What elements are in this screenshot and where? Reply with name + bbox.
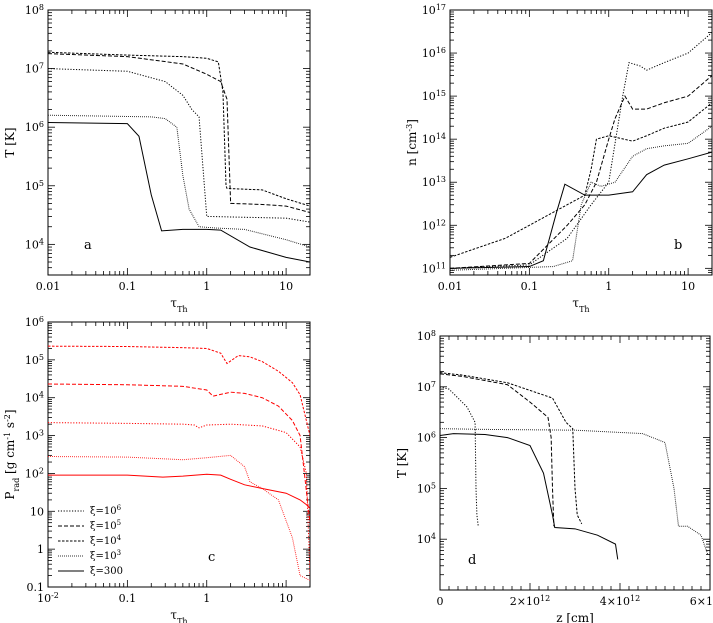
series-line-dotted-fine (440, 428, 709, 555)
y-axis-label: Prad [g cm-1 s-2] (3, 409, 21, 499)
y-tick-label: 106 (25, 315, 44, 330)
x-tick-label: 2×1012 (510, 594, 550, 609)
axes-frame (449, 9, 713, 276)
series-group (450, 32, 712, 271)
legend-entry: ξ=105 (90, 519, 121, 532)
series-line-dotted-fine (48, 454, 310, 581)
y-tick-label: 0.1 (27, 581, 45, 594)
series-line-dashed (48, 383, 310, 523)
y-tick-label: 1015 (422, 89, 446, 104)
y-tick-label: 103 (25, 428, 44, 443)
series-line-solid (48, 473, 310, 509)
series-line-dotted (48, 422, 310, 576)
ticks (439, 335, 711, 591)
legend-entry: ξ=104 (90, 534, 122, 547)
panel-letter: b (674, 238, 682, 253)
x-tick-label: 0.01 (438, 280, 463, 293)
y-tick-label: 1012 (422, 218, 446, 233)
y-tick-label: 102 (25, 466, 44, 481)
y-tick-label: 104 (25, 237, 44, 252)
y-tick-label: 104 (417, 532, 436, 547)
x-tick-label: 1 (203, 280, 210, 293)
x-axis-label: z [cm] (556, 611, 594, 623)
ticks (47, 9, 311, 276)
axes-frame (47, 321, 311, 588)
series-line-dotted-long (440, 372, 583, 525)
y-tick-label: 10 (30, 505, 44, 518)
ticks (47, 321, 311, 588)
series-line-dotted (440, 386, 479, 527)
x-tick-label: 4×1012 (600, 594, 640, 609)
panel-b: 0.01 0.1 1 10 1011 1012 1013 1014 1015 1016 1017 τT… (405, 3, 713, 314)
y-tick-label: 106 (25, 120, 44, 135)
y-tick-label: 108 (417, 329, 436, 344)
panel-a: 0.01 0.1 1 10 104 105 106 107 108 τTh T [K] a (3, 3, 311, 314)
series-line-dashed (48, 53, 310, 217)
x-tick-label: 10-2 (37, 591, 59, 606)
series-line-solid (440, 433, 619, 560)
series-line-dotted-fine (450, 125, 712, 271)
axes-frame (439, 335, 711, 591)
y-axis-label: T [K] (3, 127, 17, 157)
series-line-dashed (450, 75, 712, 269)
series-line-dotted-fine (48, 114, 310, 251)
x-tick-label: 0 (437, 595, 444, 608)
panel-d: 0 2×1012 4×1012 6×1012 104 105 106 107 108 z [cm]… (395, 329, 713, 623)
series-group (48, 51, 310, 264)
x-tick-label: 10 (279, 280, 293, 293)
y-tick-label: 105 (25, 352, 44, 367)
y-tick-label: 106 (417, 430, 436, 445)
legend: ξ=106 ξ=105 ξ=104 ξ=103 ξ=300 (58, 504, 123, 577)
y-tick-label: 108 (25, 3, 44, 18)
y-tick-label: 1011 (422, 261, 446, 276)
series-line-dotted (48, 68, 310, 226)
series-line-dotted-long (48, 345, 310, 436)
y-tick-label: 1013 (422, 175, 446, 190)
y-axis-label: T [K] (395, 448, 409, 478)
series-line-dashed (440, 373, 555, 527)
x-tick-label: 10 (279, 592, 293, 605)
y-tick-label: 1016 (422, 46, 446, 61)
legend-entry: ξ=300 (90, 566, 123, 577)
y-tick-label: 1 (37, 543, 44, 556)
series-line-dotted-long (450, 102, 712, 258)
y-tick-label: 1014 (422, 132, 446, 147)
series-group (440, 372, 709, 560)
series-group (48, 345, 310, 581)
y-tick-label: 105 (417, 481, 436, 496)
axes-frame (47, 9, 311, 276)
x-tick-label: 0.1 (119, 280, 137, 293)
ticks (449, 9, 713, 276)
x-axis-label: τTh (170, 296, 187, 314)
panel-letter: a (84, 238, 92, 253)
x-tick-label: 0.1 (119, 592, 137, 605)
y-tick-label: 104 (25, 390, 44, 405)
series-line-dotted-long (48, 51, 310, 210)
x-axis-label: τTh (170, 608, 187, 623)
y-axis-label: n [cm-3] (405, 119, 420, 166)
y-tick-label: 1017 (422, 3, 446, 18)
x-tick-label: 10 (681, 280, 695, 293)
panel-letter: c (208, 550, 215, 565)
y-tick-label: 107 (25, 61, 44, 76)
series-line-solid (48, 122, 310, 264)
series-line-solid (450, 151, 712, 269)
y-tick-label: 105 (25, 178, 44, 193)
legend-entry: ξ=103 (90, 549, 121, 562)
x-tick-label: 1 (605, 280, 612, 293)
x-tick-label: 0.1 (521, 280, 539, 293)
x-tick-label: 1 (203, 592, 210, 605)
x-tick-label: 0.01 (36, 280, 61, 293)
series-line-dotted (450, 32, 712, 269)
y-tick-label: 107 (417, 379, 436, 394)
x-axis-label: τTh (572, 296, 589, 314)
legend-entry: ξ=106 (90, 504, 122, 517)
panel-letter: d (468, 553, 476, 568)
x-tick-label: 6×1012 (690, 594, 713, 609)
